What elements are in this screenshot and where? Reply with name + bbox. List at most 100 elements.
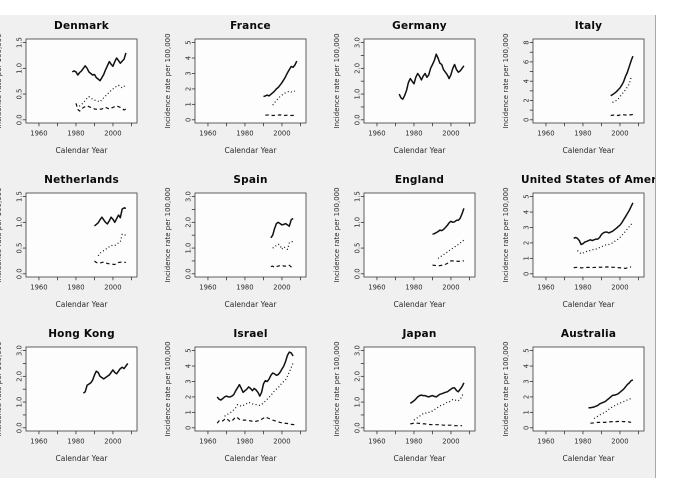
chart-canvas-germany: 1960 1980 2000 0.0 1.0 2.0 3.0 Incidence rate p… [333,33,476,155]
svg-text:2.0: 2.0 [354,63,362,74]
svg-text:0.0: 0.0 [354,114,362,125]
svg-text:2000: 2000 [104,438,121,446]
svg-text:Calendar Year: Calendar Year [56,146,109,155]
svg-text:2: 2 [185,395,193,399]
chart-title-usa: United States of America [521,174,655,186]
svg-text:Calendar Year: Calendar Year [225,454,278,463]
chart-title-netherlands: Netherlands [44,174,119,186]
svg-text:1.0: 1.0 [16,63,24,74]
svg-text:Calendar Year: Calendar Year [56,454,109,463]
svg-text:4: 4 [185,56,193,60]
svg-text:0.0: 0.0 [354,268,362,279]
chart-title-spain: Spain [233,174,268,186]
svg-text:Incidence rate per 100,000: Incidence rate per 100,000 [333,187,341,282]
svg-text:2000: 2000 [273,130,290,138]
svg-text:3.0: 3.0 [16,345,24,356]
chart-hong-kong: Hong Kong 1960 1980 2000 0.0 1.0 2.0 3.0 Incide… [0,323,149,477]
svg-text:1980: 1980 [67,284,84,292]
svg-text:0.5: 0.5 [354,243,362,254]
svg-text:0.0: 0.0 [354,422,362,433]
svg-text:1980: 1980 [67,438,84,446]
svg-text:4: 4 [523,210,531,214]
chart-germany: Germany 1960 1980 2000 0.0 1.0 2.0 3.0 Incidenc… [318,15,487,169]
svg-text:0.5: 0.5 [16,89,24,100]
svg-text:1960: 1960 [368,438,385,446]
chart-canvas-australia: 1960 1980 2000 0 1 2 3 4 5 Incidence rate per 100… [502,341,645,463]
svg-text:1.5: 1.5 [16,191,24,202]
svg-text:Incidence rate per 100,000: Incidence rate per 100,000 [502,187,510,282]
svg-text:Incidence rate per 100,000: Incidence rate per 100,000 [502,341,510,436]
svg-text:1.5: 1.5 [16,37,24,48]
svg-text:Incidence rate per 100,000: Incidence rate per 100,000 [502,33,510,128]
svg-text:Calendar Year: Calendar Year [563,146,616,155]
svg-text:2: 2 [185,87,193,91]
chart-title-england: England [394,174,445,186]
svg-text:2000: 2000 [611,438,628,446]
svg-text:2.0: 2.0 [185,217,193,228]
svg-text:1980: 1980 [405,130,422,138]
svg-text:2: 2 [523,98,531,102]
chart-canvas-hong-kong: 1960 1980 2000 0.0 1.0 2.0 3.0 Incidence rate p… [0,341,138,463]
svg-text:1: 1 [523,256,531,260]
svg-text:Calendar Year: Calendar Year [225,146,278,155]
svg-text:3.0: 3.0 [354,37,362,48]
svg-text:2: 2 [523,395,531,399]
chart-england: England 1960 1980 2000 0.0 0.5 1.0 1.5 Incidenc… [318,169,487,323]
svg-text:2000: 2000 [104,284,121,292]
svg-text:2000: 2000 [273,438,290,446]
svg-text:1.0: 1.0 [16,397,24,408]
svg-text:Incidence rate per 100,000: Incidence rate per 100,000 [0,341,3,436]
svg-text:4: 4 [185,364,193,368]
svg-text:2000: 2000 [442,130,459,138]
svg-text:2000: 2000 [611,130,628,138]
chart-grid: Denmark 1960 1980 2000 0.0 0.5 1.0 1.5 Incidenc… [0,15,655,477]
svg-text:1980: 1980 [574,130,591,138]
svg-text:0: 0 [523,118,531,122]
svg-text:1960: 1960 [30,130,47,138]
svg-text:2: 2 [523,241,531,245]
chart-title-italy: Italy [574,20,603,32]
svg-text:5: 5 [523,194,531,198]
svg-text:5: 5 [185,40,193,44]
svg-text:6: 6 [523,60,531,64]
svg-text:1980: 1980 [67,130,84,138]
svg-text:8: 8 [523,40,531,44]
svg-text:2000: 2000 [273,284,290,292]
svg-text:3: 3 [185,379,193,383]
chart-canvas-italy: 1960 1980 2000 0 2 4 6 8 Incidence rate per 100,… [502,33,645,155]
svg-text:0.0: 0.0 [16,114,24,125]
svg-text:1: 1 [185,410,193,414]
chart-canvas-japan: 1960 1980 2000 0.0 1.0 2.0 3.0 Incidence rate p… [333,341,476,463]
svg-text:1980: 1980 [236,438,253,446]
chart-title-germany: Germany [392,20,447,32]
chart-spain: Spain 1960 1980 2000 0.0 1.0 2.0 3.0 Incidence … [149,169,318,323]
svg-text:2000: 2000 [104,130,121,138]
svg-text:3: 3 [523,225,531,229]
svg-text:2000: 2000 [442,284,459,292]
svg-text:Calendar Year: Calendar Year [394,146,447,155]
svg-text:4: 4 [523,364,531,368]
chart-usa: United States of America 1960 1980 2000 0 1 2… [487,169,655,323]
chart-canvas-israel: 1960 1980 2000 0 1 2 3 4 5 Incidence rate per 100… [164,341,307,463]
svg-text:3.0: 3.0 [185,191,193,202]
svg-text:1.0: 1.0 [354,397,362,408]
svg-text:5: 5 [523,348,531,352]
svg-text:1: 1 [185,102,193,106]
svg-text:3: 3 [185,71,193,75]
svg-text:1960: 1960 [199,438,216,446]
svg-text:Calendar Year: Calendar Year [56,300,109,309]
svg-text:Incidence rate per 100,000: Incidence rate per 100,000 [333,33,341,128]
chart-title-hong-kong: Hong Kong [48,328,115,340]
svg-text:3: 3 [523,379,531,383]
svg-text:0: 0 [523,426,531,430]
svg-text:2000: 2000 [611,284,628,292]
chart-canvas-france: 1960 1980 2000 0 1 2 3 4 5 Incidence rate per 100… [164,33,307,155]
chart-canvas-netherlands: 1960 1980 2000 0.0 0.5 1.0 1.5 Incidence rate p… [0,187,138,309]
svg-text:Incidence rate per 100,000: Incidence rate per 100,000 [164,33,172,128]
svg-text:1960: 1960 [368,130,385,138]
svg-text:1980: 1980 [405,438,422,446]
chart-denmark: Denmark 1960 1980 2000 0.0 0.5 1.0 1.5 Incidenc… [0,15,149,169]
svg-text:1.0: 1.0 [354,89,362,100]
svg-text:Incidence rate per 100,000: Incidence rate per 100,000 [0,33,3,128]
